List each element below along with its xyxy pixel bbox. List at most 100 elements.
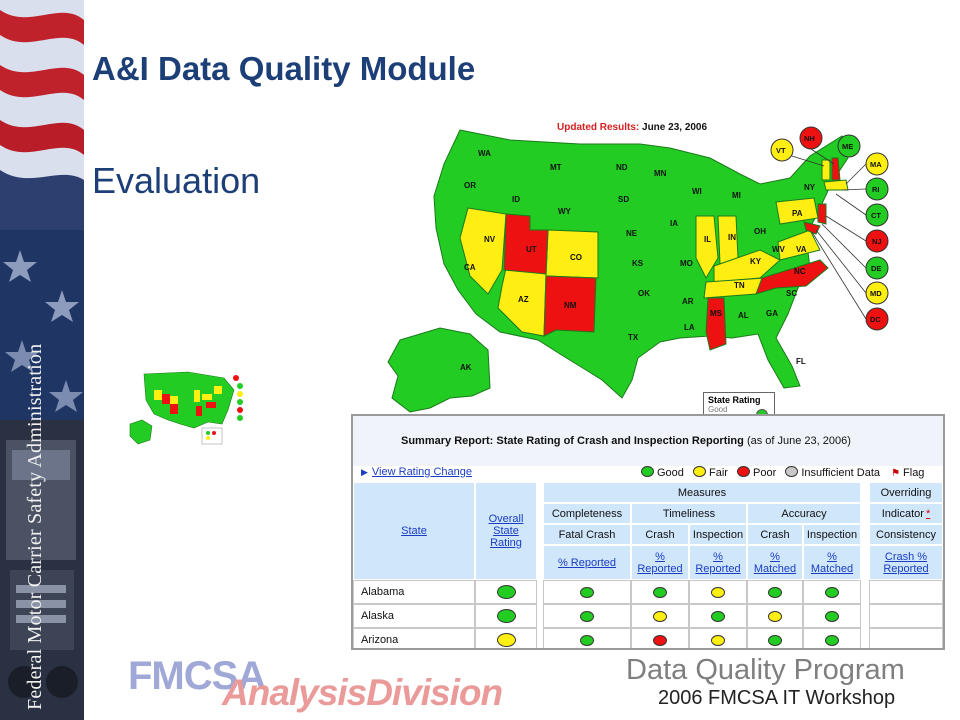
svg-text:NJ: NJ xyxy=(872,237,882,246)
overall-rating-cell xyxy=(475,580,537,604)
svg-text:DC: DC xyxy=(870,315,881,324)
svg-text:CT: CT xyxy=(871,211,881,220)
col-crash-pct-reported[interactable]: Crash % Reported xyxy=(869,545,943,580)
measure-rating-cell xyxy=(689,580,747,604)
measure-rating-cell xyxy=(543,628,631,648)
state-name: Alaska xyxy=(361,610,395,622)
col-pct-reported-crash[interactable]: % Reported xyxy=(631,545,689,580)
svg-text:MN: MN xyxy=(654,169,667,178)
legend-good: Good xyxy=(708,405,728,414)
svg-text:SC: SC xyxy=(786,289,797,298)
overall-rating-cell xyxy=(475,604,537,628)
accuracy-inspection-header: Inspection xyxy=(803,524,861,545)
svg-text:PA: PA xyxy=(792,209,803,218)
us-state-rating-map: WA OR CA NV ID MT WY UT CO AZ NM ND SD N… xyxy=(387,126,889,413)
svg-text:MO: MO xyxy=(680,259,693,268)
side-banner: Federal Motor Carrier Safety Administrat… xyxy=(0,0,84,720)
state-ma xyxy=(823,179,849,191)
slide-subtitle: Evaluation xyxy=(92,160,261,201)
stars-graphic xyxy=(0,230,84,420)
callout-circles: NH VT ME MA RI CT NJ DE MD DC xyxy=(770,126,889,331)
svg-text:NM: NM xyxy=(564,301,577,310)
table-row-state: Alaska xyxy=(353,604,475,628)
state-ut xyxy=(503,213,549,275)
state-nj xyxy=(817,203,827,225)
fatal-crash-header: Fatal Crash xyxy=(543,524,631,545)
indicator-asterisk-link[interactable]: * xyxy=(925,507,931,520)
state-ky xyxy=(713,249,781,283)
overall-rating-dot-icon xyxy=(496,585,516,599)
state-nc xyxy=(755,259,829,295)
col-pct-reported-fatal[interactable]: % Reported xyxy=(543,545,631,580)
measure-rating-cell xyxy=(631,604,689,628)
state-vt xyxy=(821,159,831,181)
measure-rating-cell xyxy=(803,628,861,648)
poor-dot-icon xyxy=(737,466,750,477)
program-name: Data Quality Program xyxy=(626,654,905,686)
table-row-state: Arizona xyxy=(353,628,475,648)
measure-rating-cell xyxy=(689,604,747,628)
rating-dot-icon xyxy=(825,610,839,622)
timeliness-inspection-header: Inspection xyxy=(689,524,747,545)
svg-text:OR: OR xyxy=(464,181,476,190)
col-overall-rating[interactable]: Overall State Rating xyxy=(475,482,537,580)
svg-text:SD: SD xyxy=(618,195,629,204)
state-va xyxy=(777,229,821,261)
report-header xyxy=(353,416,943,466)
svg-text:CO: CO xyxy=(570,253,582,262)
svg-text:IA: IA xyxy=(670,219,678,228)
report-as-of: (as of June 23, 2006) xyxy=(746,435,851,447)
svg-text:OK: OK xyxy=(638,289,650,298)
measures-header: Measures xyxy=(543,482,861,503)
rating-dot-icon xyxy=(768,634,782,646)
svg-text:TX: TX xyxy=(628,333,639,342)
svg-text:NH: NH xyxy=(804,134,815,143)
overall-rating-dot-icon xyxy=(496,633,516,647)
col-pct-matched-inspection[interactable]: % Matched xyxy=(803,545,861,580)
measure-rating-cell xyxy=(631,580,689,604)
svg-text:RI: RI xyxy=(872,185,880,194)
col-state[interactable]: State xyxy=(353,482,475,580)
state-name: Arizona xyxy=(361,634,399,646)
analysis-division-logo: AnalysisDivision xyxy=(222,672,503,713)
svg-text:ID: ID xyxy=(512,195,520,204)
svg-text:ND: ND xyxy=(616,163,628,172)
svg-text:ME: ME xyxy=(842,142,853,151)
rating-dot-icon xyxy=(825,634,839,646)
col-pct-reported-inspection[interactable]: % Reported xyxy=(689,545,747,580)
svg-text:OH: OH xyxy=(754,227,766,236)
overriding-header: Overriding xyxy=(869,482,943,503)
accuracy-header: Accuracy xyxy=(747,503,861,524)
svg-text:AL: AL xyxy=(738,311,749,320)
rating-dot-icon xyxy=(711,586,725,598)
svg-text:IN: IN xyxy=(728,233,736,242)
timeliness-header: Timeliness xyxy=(631,503,747,524)
svg-text:NY: NY xyxy=(804,183,816,192)
svg-text:TN: TN xyxy=(734,281,745,290)
legend-title: State Rating xyxy=(708,395,761,405)
workshop-name: 2006 FMCSA IT Workshop xyxy=(658,687,896,709)
measure-rating-cell xyxy=(631,628,689,648)
measure-rating-cell xyxy=(803,604,861,628)
rating-legend: Good Fair Poor Insufficient Data ⚑ Flag xyxy=(635,466,924,479)
svg-text:GA: GA xyxy=(766,309,778,318)
svg-text:AR: AR xyxy=(682,297,694,306)
svg-text:AK: AK xyxy=(460,363,472,372)
col-pct-matched-crash[interactable]: % Matched xyxy=(747,545,803,580)
view-rating-change-link[interactable]: ▶ View Rating Change xyxy=(361,466,473,478)
rating-dot-icon xyxy=(653,634,667,646)
good-dot-icon xyxy=(641,466,654,477)
svg-text:LA: LA xyxy=(684,323,695,332)
slide-title: A&I Data Quality Module xyxy=(92,50,476,87)
svg-text:KY: KY xyxy=(750,257,762,266)
overall-rating-dot-icon xyxy=(496,609,516,623)
rating-dot-icon xyxy=(653,586,667,598)
svg-text:VT: VT xyxy=(776,146,786,155)
svg-text:WA: WA xyxy=(478,149,491,158)
consistency-cell xyxy=(869,580,943,604)
measure-rating-cell xyxy=(689,628,747,648)
arrow-right-icon: ▶ xyxy=(361,467,368,477)
measure-rating-cell xyxy=(747,580,803,604)
svg-text:AZ: AZ xyxy=(518,295,529,304)
svg-text:VA: VA xyxy=(796,245,807,254)
